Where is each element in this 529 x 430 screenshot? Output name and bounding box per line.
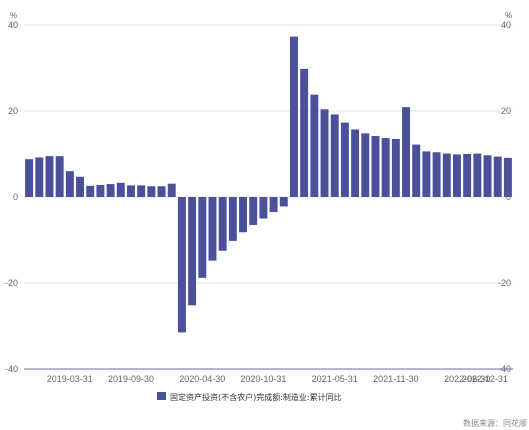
bar[interactable] xyxy=(65,171,74,197)
bar[interactable] xyxy=(96,184,105,197)
y-tick-label-left: 40 xyxy=(8,20,18,30)
y-tick-label-right: -40 xyxy=(498,364,511,374)
bar[interactable] xyxy=(228,197,237,241)
bar[interactable] xyxy=(351,129,360,197)
y-tick-label-right: 40 xyxy=(501,20,511,30)
bar[interactable] xyxy=(45,156,54,197)
bar[interactable] xyxy=(208,197,217,261)
bar[interactable] xyxy=(432,152,441,197)
bar-series xyxy=(25,36,512,333)
bar[interactable] xyxy=(269,197,278,213)
bar[interactable] xyxy=(463,154,472,197)
bar[interactable] xyxy=(157,186,166,197)
bar[interactable] xyxy=(259,197,268,219)
bar[interactable] xyxy=(310,94,319,197)
y-tick-label-left: 0 xyxy=(13,192,18,202)
bar[interactable] xyxy=(453,154,461,197)
bar[interactable] xyxy=(340,122,349,197)
bar[interactable] xyxy=(177,197,186,333)
bar[interactable] xyxy=(55,156,64,197)
y-tick-label-left: -40 xyxy=(5,364,18,374)
legend[interactable]: 固定资产投资(不含农户)完成额:制造业:累计同比 xyxy=(157,392,342,402)
bar[interactable] xyxy=(402,107,411,197)
bar[interactable] xyxy=(35,157,44,197)
bar[interactable] xyxy=(116,182,125,197)
bar[interactable] xyxy=(86,185,95,197)
bar[interactable] xyxy=(503,157,512,197)
bar[interactable] xyxy=(330,114,339,197)
legend-swatch xyxy=(157,392,166,400)
y-tick-label-right: -20 xyxy=(498,278,511,288)
bar[interactable] xyxy=(381,138,390,197)
bar[interactable] xyxy=(483,155,492,197)
bar[interactable] xyxy=(137,185,146,197)
x-tick-label: 2022-12-31 xyxy=(462,374,508,384)
y-tick-label-right: 0 xyxy=(506,192,511,202)
bar[interactable] xyxy=(493,156,502,197)
bar[interactable] xyxy=(106,184,115,197)
bar[interactable] xyxy=(412,144,421,197)
bar[interactable] xyxy=(249,197,258,225)
bar[interactable] xyxy=(300,68,309,197)
gridlines xyxy=(24,24,513,284)
x-axis-tick-labels: 2019-03-31 2019-09-30 2020-04-30 2020-10-31… xyxy=(47,374,508,384)
y-axis-left: 40 20 0 -20 -40 xyxy=(5,20,18,374)
y-tick-label-left: -20 xyxy=(5,278,18,288)
bar[interactable] xyxy=(127,185,135,197)
bar[interactable] xyxy=(473,153,482,197)
bar[interactable] xyxy=(320,109,329,197)
y-axis-right: 40 20 0 -20 -40 xyxy=(498,20,511,374)
x-tick-label: 2022-06-30 xyxy=(444,374,490,384)
legend-label: 固定资产投资(不含农户)完成额:制造业:累计同比 xyxy=(170,392,342,402)
bar[interactable] xyxy=(25,159,34,197)
bar[interactable] xyxy=(371,135,380,197)
x-tick-label: 2021-11-30 xyxy=(373,374,418,384)
x-tick-label: 2020-04-30 xyxy=(179,374,225,384)
bar[interactable] xyxy=(442,153,451,197)
bar[interactable] xyxy=(147,186,156,197)
bar[interactable] xyxy=(188,197,197,306)
bar[interactable] xyxy=(422,151,431,197)
bar[interactable] xyxy=(239,197,248,233)
x-tick-label: 2019-03-31 xyxy=(47,374,93,384)
bar[interactable] xyxy=(361,133,370,197)
y-unit-left: % xyxy=(10,11,17,20)
bar[interactable] xyxy=(218,197,227,251)
y-tick-label-left: 20 xyxy=(8,106,18,116)
bar[interactable] xyxy=(198,197,207,278)
bar[interactable] xyxy=(279,197,288,207)
bar[interactable] xyxy=(167,183,176,197)
x-tick-label: 2021-05-31 xyxy=(312,374,358,384)
x-tick-label: 2019-09-30 xyxy=(108,374,154,384)
source-note: 数据来源：同花顺 xyxy=(463,418,527,428)
bar[interactable] xyxy=(290,36,298,197)
x-tick-label: 2020-10-31 xyxy=(240,374,286,384)
bar[interactable] xyxy=(76,176,85,197)
y-unit-right: % xyxy=(505,11,512,20)
y-tick-label-right: 20 xyxy=(501,106,511,116)
bar[interactable] xyxy=(391,138,400,197)
